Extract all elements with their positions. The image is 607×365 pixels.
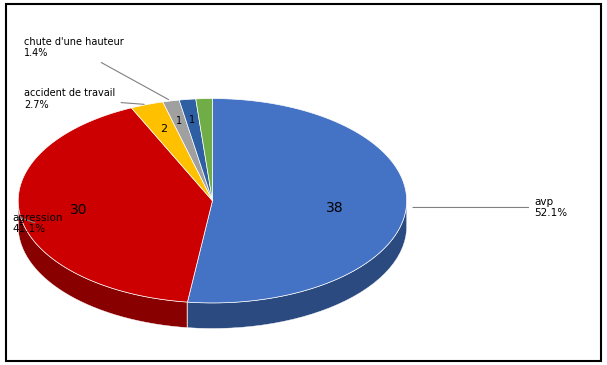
- Polygon shape: [195, 99, 212, 201]
- Polygon shape: [18, 196, 188, 328]
- Text: accident de travail
2.7%: accident de travail 2.7%: [24, 88, 144, 110]
- Text: avp
52.1%: avp 52.1%: [413, 197, 568, 218]
- Text: 30: 30: [70, 203, 88, 217]
- Text: 38: 38: [326, 201, 344, 215]
- Polygon shape: [188, 99, 407, 303]
- Polygon shape: [18, 108, 212, 302]
- Text: 2: 2: [160, 124, 167, 134]
- Text: chute d'une hauteur
1.4%: chute d'une hauteur 1.4%: [24, 37, 169, 100]
- Polygon shape: [179, 99, 212, 201]
- Polygon shape: [188, 199, 407, 328]
- Text: 1: 1: [189, 115, 195, 125]
- Text: 1: 1: [176, 116, 182, 126]
- Polygon shape: [131, 102, 212, 201]
- Polygon shape: [163, 100, 212, 201]
- Text: agression
41.1%: agression 41.1%: [12, 213, 63, 234]
